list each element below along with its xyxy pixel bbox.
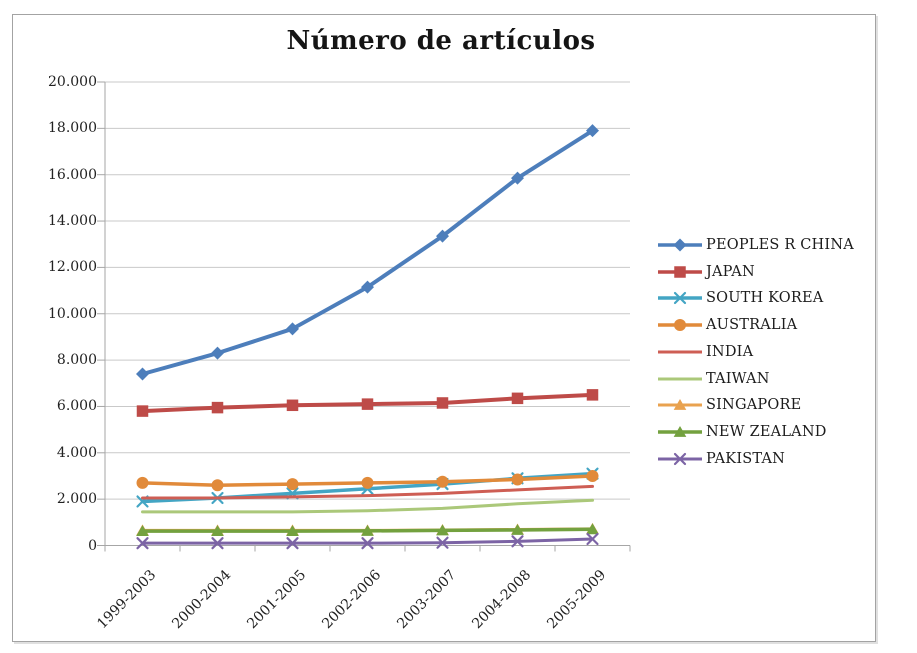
y-tick-label: 10.000	[48, 305, 97, 322]
legend-item-new-zealand: NEW ZEALAND	[657, 419, 827, 445]
y-tick-label: 12.000	[48, 259, 97, 276]
legend-label: JAPAN	[706, 263, 755, 280]
legend-line-sample	[658, 319, 702, 332]
series-marker	[286, 525, 299, 537]
legend-line-sample	[658, 425, 702, 437]
legend-label: INDIA	[706, 343, 754, 360]
series-marker	[286, 399, 299, 412]
series-marker	[136, 476, 149, 489]
series-marker	[511, 171, 524, 185]
series-marker	[286, 322, 299, 336]
legend-line-sample	[658, 238, 702, 252]
series-marker	[586, 523, 599, 535]
series-marker	[361, 524, 374, 536]
y-tick-label: 0	[88, 537, 97, 554]
legend-line-sample	[658, 377, 702, 380]
legend-item-south-korea: SOUTH KOREA	[657, 285, 823, 311]
series-marker	[586, 532, 599, 546]
series-marker	[136, 537, 149, 550]
series-marker	[511, 473, 524, 486]
series-line-india	[141, 484, 594, 500]
legend-item-japan: JAPAN	[657, 259, 755, 285]
legend-marker-square-icon	[674, 265, 686, 278]
series-marker	[361, 398, 374, 410]
legend-line-sample	[658, 350, 702, 354]
series-marker	[511, 523, 524, 535]
legend-line-sample	[658, 399, 702, 411]
legend-line-sample	[658, 265, 702, 278]
legend: PEOPLES R CHINA JAPAN SOUTH KOREA AUSTRALIA…	[657, 0, 877, 653]
legend-item-peoples-r-china: PEOPLES R CHINA	[657, 232, 854, 258]
series-marker	[361, 537, 374, 550]
series-marker	[586, 124, 599, 138]
y-tick-label: 20.000	[48, 74, 97, 90]
series-marker	[211, 346, 224, 360]
legend-marker-triangle-icon	[673, 425, 687, 437]
legend-item-pakistan: PAKISTAN	[657, 446, 785, 472]
legend-label: SOUTH KOREA	[706, 290, 824, 307]
series-marker	[211, 537, 224, 550]
legend-marker-circle-icon	[674, 319, 686, 332]
series-marker	[136, 367, 149, 381]
y-tick-label: 2.000	[56, 491, 97, 508]
series-marker	[361, 280, 374, 294]
legend-marker-x-icon	[673, 452, 687, 465]
legend-marker-diamond-icon	[673, 238, 687, 252]
series-marker	[211, 479, 224, 492]
series-marker	[211, 525, 224, 537]
series-marker	[586, 389, 599, 401]
legend-marker-triangle-icon	[673, 399, 687, 411]
series-marker	[436, 536, 449, 549]
y-tick-label: 14.000	[48, 213, 97, 230]
legend-item-taiwan: TAIWAN	[657, 366, 770, 392]
series-marker	[436, 475, 449, 488]
series-marker	[511, 392, 524, 405]
series-marker	[286, 478, 299, 491]
series-marker	[436, 397, 449, 409]
legend-label: PAKISTAN	[706, 450, 786, 467]
legend-item-singapore: SINGAPORE	[657, 392, 801, 418]
series-line-peoples-r-china	[140, 128, 595, 377]
series-marker	[436, 524, 449, 536]
legend-label: TAIWAN	[706, 370, 770, 387]
legend-item-australia: AUSTRALIA	[657, 312, 797, 338]
chart-area-border	[12, 14, 876, 642]
y-tick-label: 16.000	[48, 166, 97, 183]
series-marker	[586, 469, 599, 482]
series-line-taiwan	[141, 498, 594, 514]
legend-marker-x-icon	[673, 292, 687, 305]
y-tick-label: 6.000	[56, 398, 97, 415]
legend-label: SINGAPORE	[706, 397, 802, 414]
chart-title: Número de artículos	[286, 26, 596, 56]
legend-item-india: INDIA	[657, 339, 753, 365]
series-marker	[136, 525, 149, 537]
legend-label: AUSTRALIA	[706, 317, 798, 334]
y-tick-label: 18.000	[48, 120, 97, 137]
series-marker	[136, 405, 149, 417]
series-marker	[436, 229, 449, 243]
legend-line-sample	[658, 292, 702, 305]
legend-label: PEOPLES R CHINA	[706, 237, 854, 253]
series-marker	[511, 535, 524, 548]
legend-line-sample	[658, 452, 702, 465]
series-marker	[361, 476, 374, 489]
series-marker	[211, 401, 224, 414]
y-tick-label: 8.000	[56, 352, 97, 369]
series-marker	[286, 537, 299, 550]
legend-label: NEW ZEALAND	[706, 423, 827, 440]
y-tick-label: 4.000	[56, 444, 97, 461]
